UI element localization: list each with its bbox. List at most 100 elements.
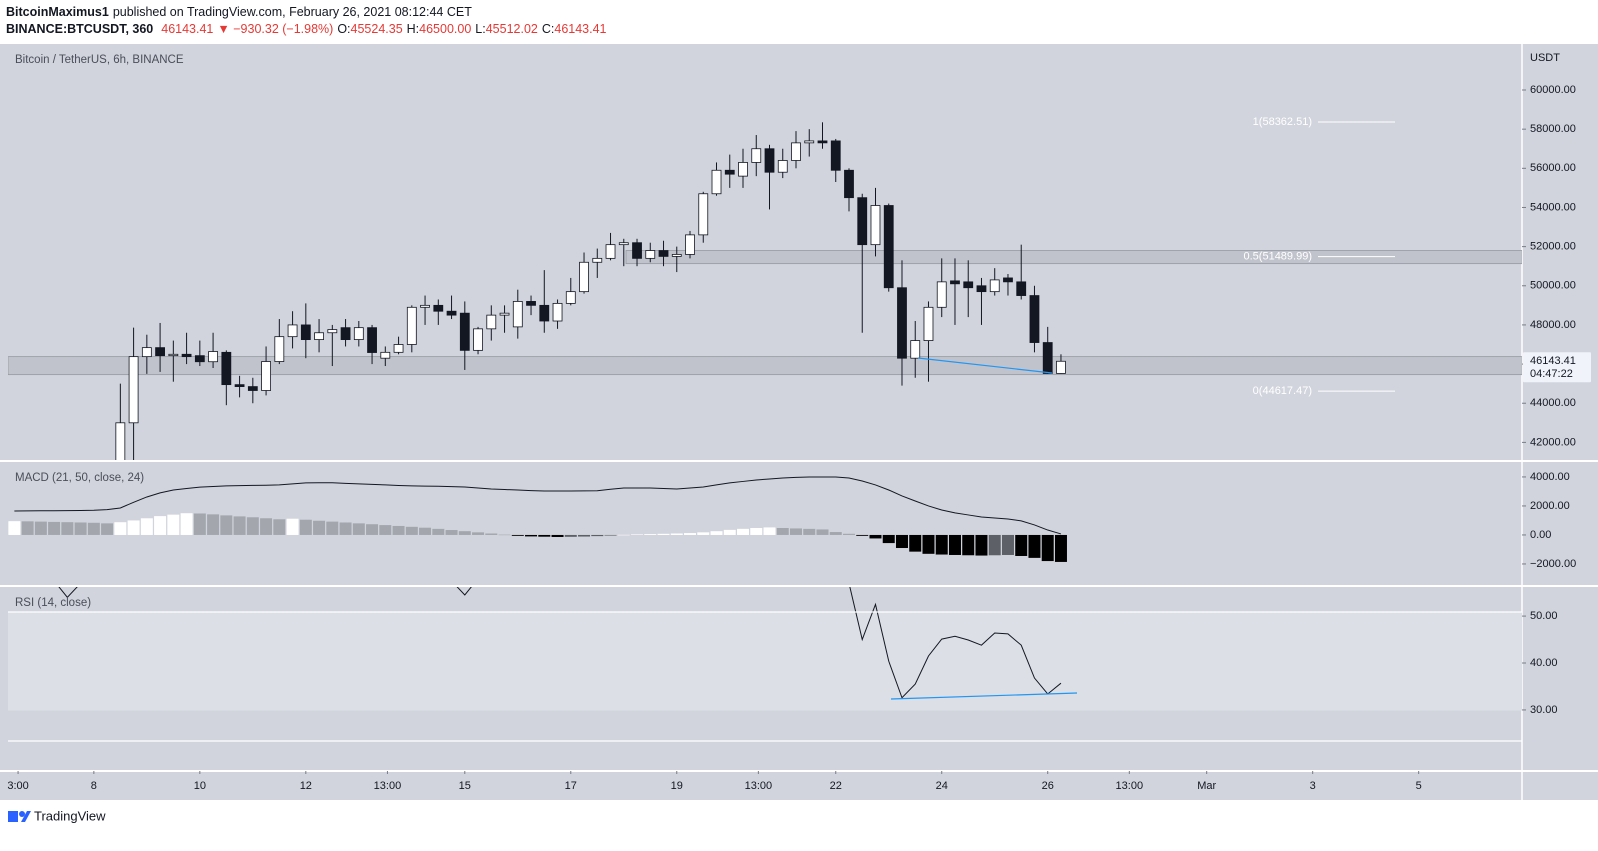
macd-histogram-bar [935, 534, 948, 555]
field-value: 45512.02 [486, 22, 538, 36]
macd-histogram-bar [670, 533, 683, 535]
candle-body [539, 304, 550, 322]
candle-body [632, 242, 642, 259]
header-bg [0, 0, 1598, 44]
macd-histogram-bar [1041, 534, 1054, 562]
macd-histogram-bar [207, 514, 220, 535]
macd-histogram-bar [193, 513, 206, 535]
footer-bg [0, 800, 1598, 851]
macd-histogram-bar [962, 534, 975, 556]
logo-mark [8, 811, 18, 822]
y-tick-label: 48000.00 [1530, 319, 1576, 331]
macd-histogram-bar [48, 521, 61, 535]
macd-histogram-bar [763, 527, 776, 535]
macd-histogram-bar [180, 513, 193, 535]
y-tick-label: 40.00 [1530, 657, 1558, 669]
price-pane-title: Bitcoin / TetherUS, 6h, BINANCE [15, 54, 184, 66]
candle-body [353, 327, 364, 341]
candle-body [221, 351, 232, 386]
rsi-band-layer [8, 612, 1522, 711]
y-tick-label: 58000.00 [1530, 123, 1576, 135]
macd-histogram-bar [472, 532, 485, 535]
candle-body [618, 242, 629, 246]
candle-body [791, 142, 801, 161]
macd-histogram-bar [644, 534, 657, 535]
macd-histogram-bar [392, 525, 405, 535]
macd-histogram-bar [803, 528, 816, 535]
candle-body [274, 336, 285, 362]
field-label: O: [337, 22, 350, 36]
macd-histogram-bar [379, 525, 392, 535]
macd-histogram-bar [750, 527, 763, 535]
macd-histogram-bar [299, 519, 312, 535]
candle-body [300, 324, 311, 341]
x-tick-label: 13:00 [1116, 780, 1144, 792]
y-tick-label: −2000.00 [1530, 558, 1576, 570]
candle-body [883, 205, 894, 289]
rsi-line [58, 587, 1062, 699]
x-tick-label: 19 [671, 780, 683, 792]
candle-body [287, 324, 298, 338]
candle-body [685, 234, 695, 255]
candle-body [870, 205, 881, 246]
quote-change: ▼ −930.32 (−1.98%) [217, 22, 333, 36]
y-tick-label: 4000.00 [1530, 471, 1570, 483]
macd-histogram-bar [988, 534, 1001, 556]
macd-histogram-bar [366, 524, 379, 535]
field-value: 46143.41 [554, 22, 606, 36]
candle-body [499, 312, 510, 316]
macd-histogram-bar [167, 514, 180, 535]
candle-body [1029, 295, 1040, 343]
macd-histogram-bar [432, 528, 445, 535]
candle-body [314, 332, 324, 341]
candle-body [168, 353, 179, 357]
macd-histogram-bar [313, 520, 326, 535]
candle-body [764, 148, 775, 173]
macd-histogram-bar [101, 523, 114, 535]
candle-body [194, 355, 205, 363]
countdown-label: 04:47:22 [1530, 368, 1573, 380]
footer-brand: TradingView [34, 808, 106, 823]
candle-body [208, 351, 218, 363]
macd-histogram-bar [352, 523, 365, 535]
symbol: BINANCE:BTCUSDT, 360 [6, 22, 153, 36]
macd-histogram-bar [1054, 534, 1067, 562]
candle-body [645, 250, 656, 259]
macd-histogram-bar [498, 534, 511, 536]
x-tick-label: 12 [300, 780, 312, 792]
x-tick-label: 15 [459, 780, 471, 792]
macd-histogram-bar [975, 534, 988, 556]
rsi-pane [58, 587, 1062, 699]
x-tick-label: 8 [91, 780, 97, 792]
macd-histogram-bar [922, 534, 935, 554]
candle-body [393, 344, 404, 353]
y-tick-label: 52000.00 [1530, 241, 1576, 253]
macd-histogram-bar [154, 516, 167, 535]
candle-body [989, 279, 1000, 293]
macd-pane [8, 476, 1067, 562]
macd-histogram-bar [869, 534, 882, 539]
candle-body [976, 285, 987, 293]
y-tick-label: 50000.00 [1530, 280, 1576, 292]
candle-body [406, 306, 417, 345]
macd-histogram-bar [114, 522, 127, 535]
candle-body [446, 310, 457, 316]
candle-body [817, 140, 828, 144]
macd-histogram-bar [856, 534, 869, 536]
published: published on TradingView.com, February 2… [113, 5, 472, 19]
y-tick-label: 0.00 [1530, 529, 1551, 541]
candle-body [1042, 342, 1053, 374]
y-tick-label: 56000.00 [1530, 162, 1576, 174]
fib-level-label: 1(58362.51) [1253, 116, 1312, 128]
macd-histogram-bar [525, 534, 538, 537]
field-label: L: [475, 22, 485, 36]
candle-body [1003, 277, 1013, 283]
macd-histogram-bar [538, 534, 551, 537]
candle-body [247, 386, 258, 391]
macd-histogram-bar [485, 533, 498, 535]
macd-histogram-bar [631, 534, 644, 535]
macd-histogram-bar [776, 527, 789, 535]
price-zone [625, 250, 1522, 265]
candle-body [936, 281, 947, 308]
macd-histogram-bar [684, 533, 697, 535]
